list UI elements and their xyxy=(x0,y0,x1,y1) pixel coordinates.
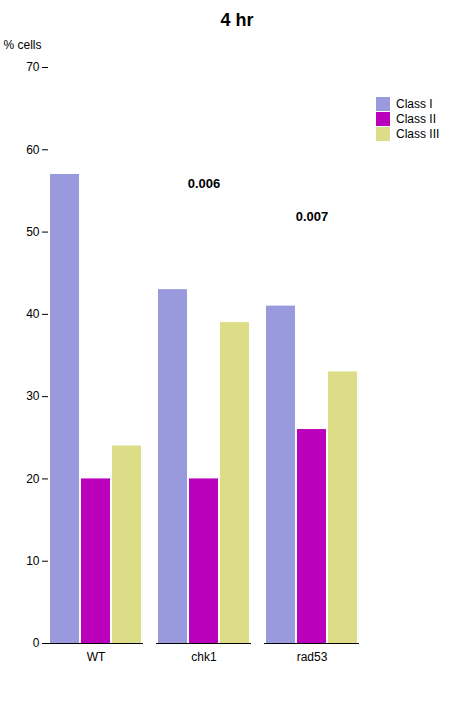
svg-text:chk1: chk1 xyxy=(191,650,217,664)
svg-text:0.007: 0.007 xyxy=(296,209,329,224)
svg-text:50: 50 xyxy=(26,225,40,239)
svg-text:WT: WT xyxy=(87,650,106,664)
html-text:Class III: Class III xyxy=(396,127,440,141)
svg-text:20: 20 xyxy=(26,472,40,486)
svg-text:rad53: rad53 xyxy=(297,650,328,664)
svg-text:40: 40 xyxy=(26,307,40,321)
html-text:Class I: Class I xyxy=(396,97,433,111)
svg-text:0.006: 0.006 xyxy=(188,176,221,191)
svg-text:0: 0 xyxy=(33,636,40,650)
html-text:4 hr: 4 hr xyxy=(220,10,254,30)
html-text:Class II: Class II xyxy=(396,112,436,126)
svg-text:30: 30 xyxy=(26,389,40,403)
svg-text:% cells: % cells xyxy=(4,38,42,52)
svg-text:60: 60 xyxy=(26,143,40,157)
svg-text:70: 70 xyxy=(26,60,40,74)
svg-text:10: 10 xyxy=(26,554,40,568)
